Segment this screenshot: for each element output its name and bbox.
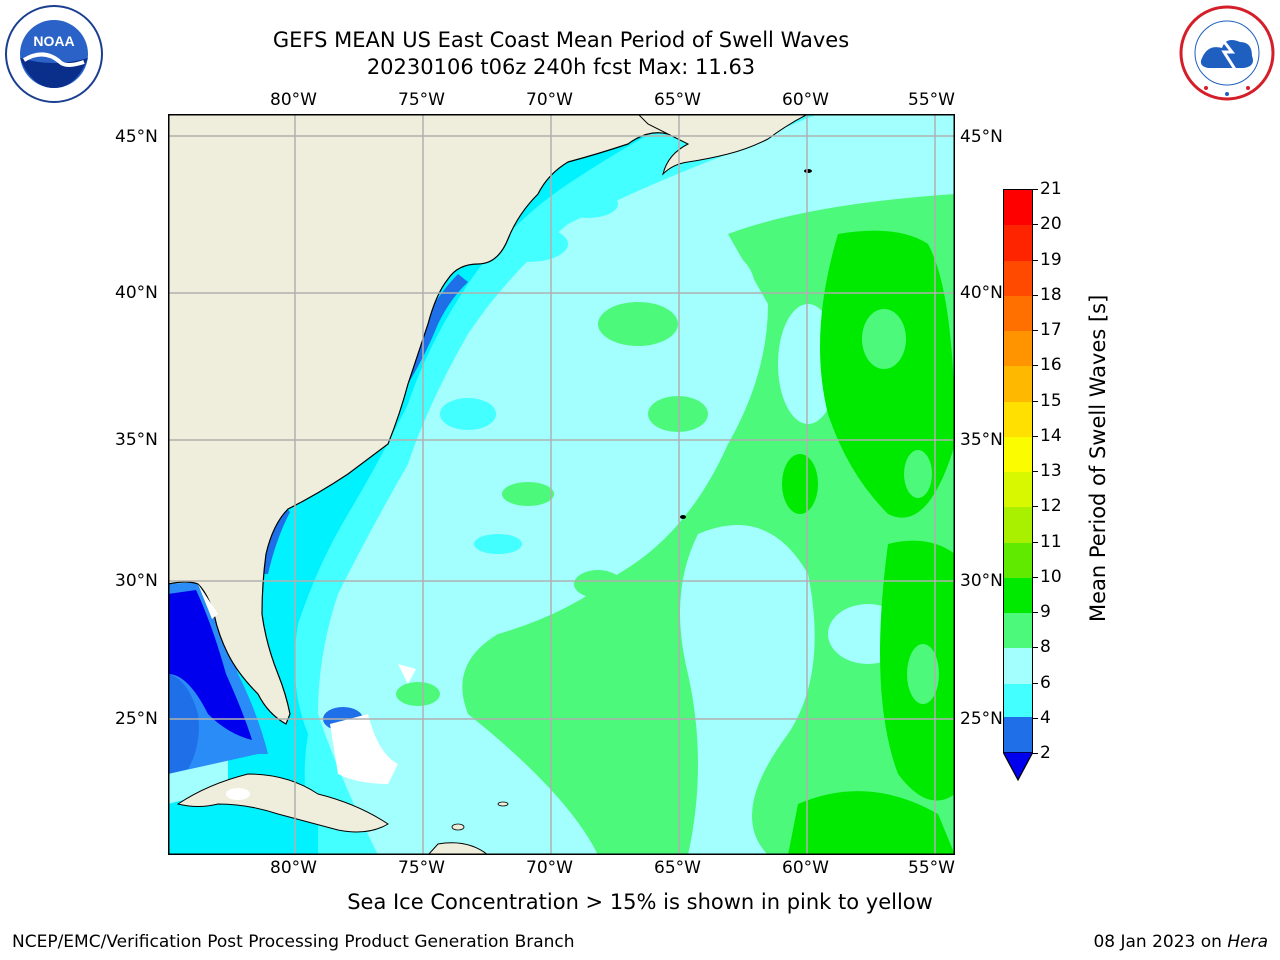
lat-label-left-30n: 30°N bbox=[115, 571, 158, 591]
colorbar-tick bbox=[1032, 541, 1038, 543]
lat-label-right-40n: 40°N bbox=[960, 283, 1003, 303]
lon-label-bottom-65w: 65°W bbox=[654, 858, 701, 878]
footer-host: Hera bbox=[1227, 932, 1268, 952]
colorbar-tick-label: 18 bbox=[1040, 284, 1062, 305]
colorbar-tick-label: 4 bbox=[1040, 707, 1051, 728]
colorbar-tick-label: 2 bbox=[1040, 743, 1051, 763]
colorbar-band bbox=[1004, 190, 1032, 226]
colorbar-tick bbox=[1032, 717, 1038, 719]
colorbar-band bbox=[1004, 683, 1032, 720]
colorbar-tick bbox=[1032, 506, 1038, 508]
colorbar-band bbox=[1004, 225, 1032, 261]
footer-date-text: 08 Jan 2023 on bbox=[1093, 932, 1228, 952]
colorbar-tick-label: 11 bbox=[1040, 531, 1062, 552]
colorbar-tick-label: 12 bbox=[1040, 496, 1062, 517]
colorbar-band bbox=[1004, 542, 1032, 579]
lat-label-right-35n: 35°N bbox=[960, 430, 1003, 450]
graticule bbox=[168, 114, 955, 855]
colorbar-tick-label: 20 bbox=[1040, 214, 1062, 235]
colorbar-band bbox=[1004, 260, 1032, 297]
colorbar-tick-label: 17 bbox=[1040, 320, 1062, 340]
colorbar-band bbox=[1004, 648, 1032, 684]
colorbar-band bbox=[1004, 577, 1032, 614]
lat-label-left-45n: 45°N bbox=[115, 127, 158, 147]
lat-label-right-30n: 30°N bbox=[960, 571, 1003, 591]
colorbar-tick bbox=[1032, 682, 1038, 684]
map-frame bbox=[168, 114, 955, 855]
map-panel bbox=[168, 114, 955, 855]
colorbar-band bbox=[1004, 436, 1032, 473]
colorbar-tick bbox=[1032, 189, 1038, 191]
colorbar-tick-label: 21 bbox=[1040, 179, 1062, 199]
lon-label-top-75w: 75°W bbox=[398, 90, 445, 110]
colorbar-tick bbox=[1032, 471, 1038, 473]
lat-label-right-25n: 25°N bbox=[960, 709, 1003, 729]
colorbar-labels: 21 20 19 18 17 16 15 14 13 12 11 10 9 8 6 4 2 bbox=[1032, 179, 1080, 763]
lon-label-bottom-60w: 60°W bbox=[782, 858, 829, 878]
nws-logo bbox=[1179, 5, 1275, 101]
lon-label-bottom-70w: 70°W bbox=[526, 858, 573, 878]
footer-date: 08 Jan 2023 on Hera bbox=[1093, 932, 1268, 952]
lat-label-left-40n: 40°N bbox=[115, 283, 158, 303]
colorbar-band bbox=[1004, 295, 1032, 332]
colorbar-tick bbox=[1032, 435, 1038, 437]
swell-zone-10-11 bbox=[820, 230, 955, 518]
colorbar-tick-label: 14 bbox=[1040, 425, 1062, 446]
colorbar-tick-label: 8 bbox=[1040, 637, 1051, 658]
colorbar-tick bbox=[1032, 330, 1038, 332]
lon-label-top-60w: 60°W bbox=[782, 90, 829, 110]
map-subtitle: 20230106 t06z 240h fcst Max: 11.63 bbox=[366, 55, 756, 79]
footer-branch: NCEP/EMC/Verification Post Processing Pr… bbox=[12, 932, 575, 952]
colorbar-band bbox=[1004, 716, 1032, 752]
lat-label-right-45n: 45°N bbox=[960, 127, 1003, 147]
colorbar-tick bbox=[1032, 224, 1038, 226]
colorbar-tick-label: 9 bbox=[1040, 602, 1051, 622]
colorbar-tick-label: 19 bbox=[1040, 249, 1062, 270]
colorbar-tick bbox=[1032, 647, 1038, 649]
colorbar-tick-label: 16 bbox=[1040, 355, 1062, 376]
lon-label-bottom-55w: 55°W bbox=[908, 858, 955, 878]
noaa-center-text: NOAA bbox=[33, 33, 74, 49]
colorbar-tick-label: 13 bbox=[1040, 461, 1062, 481]
lon-label-top-80w: 80°W bbox=[270, 90, 317, 110]
colorbar-band bbox=[1004, 472, 1032, 508]
colorbar-tick bbox=[1032, 294, 1038, 296]
colorbar-tick bbox=[1032, 400, 1038, 402]
colorbar-tick-label: 10 bbox=[1040, 566, 1062, 587]
colorbar bbox=[1003, 189, 1033, 755]
colorbar-tick bbox=[1032, 753, 1038, 755]
colorbar-tick bbox=[1032, 365, 1038, 367]
lon-label-top-65w: 65°W bbox=[654, 90, 701, 110]
lat-label-left-35n: 35°N bbox=[115, 430, 158, 450]
land-north-america bbox=[168, 114, 714, 725]
colorbar-tick bbox=[1032, 612, 1038, 614]
lon-label-top-70w: 70°W bbox=[526, 90, 573, 110]
colorbar-band bbox=[1004, 613, 1032, 649]
lon-label-bottom-80w: 80°W bbox=[270, 858, 317, 878]
sea-ice-note: Sea Ice Concentration > 15% is shown in … bbox=[347, 890, 933, 914]
map-title: GEFS MEAN US East Coast Mean Period of S… bbox=[272, 28, 850, 52]
colorbar-extend-arrow bbox=[1003, 752, 1033, 782]
colorbar-tick-label: 15 bbox=[1040, 390, 1062, 411]
land-cuba bbox=[176, 773, 389, 833]
colorbar-tick bbox=[1032, 259, 1038, 261]
colorbar-band bbox=[1004, 366, 1032, 402]
colorbar-title: Mean Period of Swell Waves [s] bbox=[1086, 294, 1110, 622]
colorbar-band bbox=[1004, 401, 1032, 438]
colorbar-band bbox=[1004, 507, 1032, 543]
noaa-logo: NOAA bbox=[5, 5, 103, 103]
lon-label-top-55w: 55°W bbox=[908, 90, 955, 110]
lon-label-bottom-75w: 75°W bbox=[398, 858, 445, 878]
colorbar-tick-label: 6 bbox=[1040, 672, 1051, 693]
colorbar-tick bbox=[1032, 576, 1038, 578]
colorbar-band bbox=[1004, 331, 1032, 367]
lat-label-left-25n: 25°N bbox=[115, 709, 158, 729]
